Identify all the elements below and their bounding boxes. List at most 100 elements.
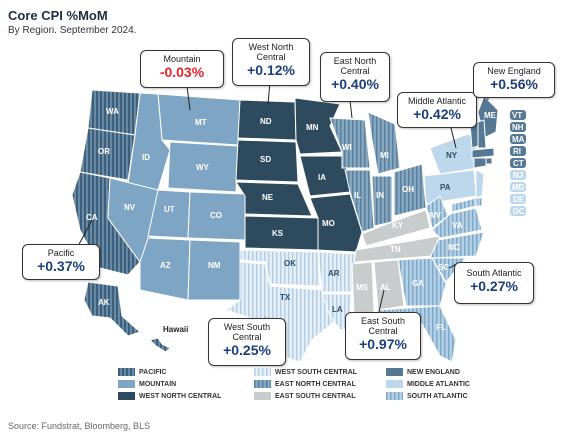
label-id: ID bbox=[142, 153, 150, 162]
label-vt: VT bbox=[512, 111, 522, 120]
label-ak: AK bbox=[98, 298, 110, 307]
callout-value: -0.03% bbox=[159, 64, 205, 80]
label-nv: NV bbox=[124, 203, 136, 212]
state-labels: WA OR CA AK MT ID WY NV UT CO AZ NM ND S… bbox=[86, 107, 525, 332]
state-tx bbox=[224, 261, 337, 363]
label-co: CO bbox=[210, 211, 222, 220]
legend-swatch bbox=[118, 392, 135, 400]
label-ut: UT bbox=[164, 205, 175, 214]
state-oh bbox=[393, 163, 427, 217]
state-va bbox=[431, 207, 483, 239]
callout-east-south-central: East South Central +0.97% bbox=[345, 312, 421, 360]
legend-item-east-north-central: EAST NORTH CENTRAL bbox=[254, 380, 356, 388]
region-east-south-central bbox=[351, 209, 441, 317]
state-ak bbox=[83, 281, 141, 337]
label-la: LA bbox=[332, 305, 343, 314]
label-dc: DC bbox=[513, 207, 525, 216]
state-al bbox=[373, 259, 405, 311]
state-nm bbox=[187, 239, 241, 301]
label-il: IL bbox=[354, 191, 361, 200]
legend-item-east-south-central: EAST SOUTH CENTRAL bbox=[254, 392, 356, 400]
state-ri bbox=[485, 157, 493, 165]
callout-west-north-central: West North Central +0.12% bbox=[232, 38, 310, 86]
legend-label: NEW ENGLAND bbox=[407, 368, 460, 376]
label-mn: MN bbox=[306, 123, 319, 132]
label-fl: FL bbox=[436, 323, 446, 332]
state-ga bbox=[397, 257, 447, 307]
source-note: Source: Fundstrat, Bloomberg, BLS bbox=[8, 421, 151, 431]
callout-new-england: New England +0.56% bbox=[473, 62, 555, 98]
label-wv: WV bbox=[428, 211, 442, 220]
label-ok: OK bbox=[284, 259, 296, 268]
label-nd: ND bbox=[260, 117, 272, 126]
east-coast-tags bbox=[510, 110, 526, 216]
label-me: ME bbox=[484, 111, 497, 120]
label-pa: PA bbox=[440, 183, 451, 192]
state-mi bbox=[367, 111, 401, 175]
callout-value: +0.42% bbox=[413, 106, 461, 122]
label-in: IN bbox=[376, 191, 384, 200]
label-mi: MI bbox=[380, 151, 389, 160]
label-tx: TX bbox=[280, 293, 291, 302]
label-mo: MO bbox=[322, 219, 335, 228]
legend-label: SOUTH ATLANTIC bbox=[407, 392, 468, 400]
callout-east-north-central: East North Central +0.40% bbox=[320, 52, 390, 102]
callout-name: Mountain bbox=[163, 54, 201, 64]
label-nc: NC bbox=[448, 243, 460, 252]
label-ct: CT bbox=[513, 159, 524, 168]
legend-swatch bbox=[254, 392, 271, 400]
callout-value: +0.12% bbox=[247, 62, 295, 78]
legend-item-west-north-central: WEST NORTH CENTRAL bbox=[118, 392, 221, 400]
legend-label: MOUNTAIN bbox=[139, 380, 177, 388]
region-pacific bbox=[71, 89, 171, 353]
region-new-england bbox=[469, 95, 499, 169]
callout-mountain: Mountain -0.03% bbox=[140, 50, 224, 88]
state-ky bbox=[361, 209, 431, 247]
label-ga: GA bbox=[412, 279, 424, 288]
legend-label: WEST SOUTH CENTRAL bbox=[275, 368, 358, 376]
tag-vt bbox=[510, 110, 526, 120]
callout-west-south-central: West South Central +0.25% bbox=[208, 318, 286, 366]
region-east-north-central bbox=[329, 111, 427, 233]
state-ar bbox=[317, 251, 357, 293]
callout-name: Middle Atlantic bbox=[407, 96, 467, 106]
legend-label: PACIFIC bbox=[139, 368, 167, 376]
label-de: DE bbox=[513, 195, 525, 204]
legend-swatch bbox=[118, 368, 135, 376]
state-nc bbox=[429, 231, 485, 259]
legend-item-middle-atlantic: MIDDLE ATLANTIC bbox=[386, 380, 470, 388]
callout-name: East South Central bbox=[360, 316, 406, 336]
callout-value: +0.25% bbox=[223, 342, 271, 358]
legend-label: EAST NORTH CENTRAL bbox=[275, 380, 356, 388]
label-nj: NJ bbox=[513, 171, 523, 180]
callout-name: New England bbox=[487, 66, 541, 76]
region-west-north-central bbox=[235, 97, 363, 253]
label-nm: NM bbox=[208, 261, 221, 270]
state-ct bbox=[473, 157, 487, 169]
callout-value: +0.37% bbox=[37, 258, 85, 274]
state-nj bbox=[475, 169, 485, 199]
label-or: OR bbox=[98, 147, 110, 156]
legend-item-new-england: NEW ENGLAND bbox=[386, 368, 460, 376]
label-ma: MA bbox=[512, 135, 525, 144]
callout-name: East North Central bbox=[333, 56, 377, 76]
label-sc: SC bbox=[438, 263, 449, 272]
label-ca: CA bbox=[86, 213, 98, 222]
label-ks: KS bbox=[272, 229, 284, 238]
callout-pacific: Pacific +0.37% bbox=[22, 244, 100, 280]
map-title: Core CPI %MoM bbox=[8, 8, 108, 23]
hawaii-label: Hawaii bbox=[163, 325, 189, 334]
label-tn: TN bbox=[390, 245, 401, 254]
label-ne: NE bbox=[262, 193, 274, 202]
legend-item-west-south-central: WEST SOUTH CENTRAL bbox=[254, 368, 357, 376]
label-ri: RI bbox=[513, 147, 521, 156]
label-ar: AR bbox=[328, 269, 340, 278]
state-nh bbox=[477, 119, 487, 149]
callout-name: Pacific bbox=[47, 248, 75, 258]
legend-item-pacific: PACIFIC bbox=[118, 368, 166, 376]
region-mountain bbox=[107, 92, 246, 301]
callout-name: West South Central bbox=[223, 322, 271, 342]
tag-nh bbox=[510, 122, 526, 132]
label-nh: NH bbox=[512, 123, 524, 132]
